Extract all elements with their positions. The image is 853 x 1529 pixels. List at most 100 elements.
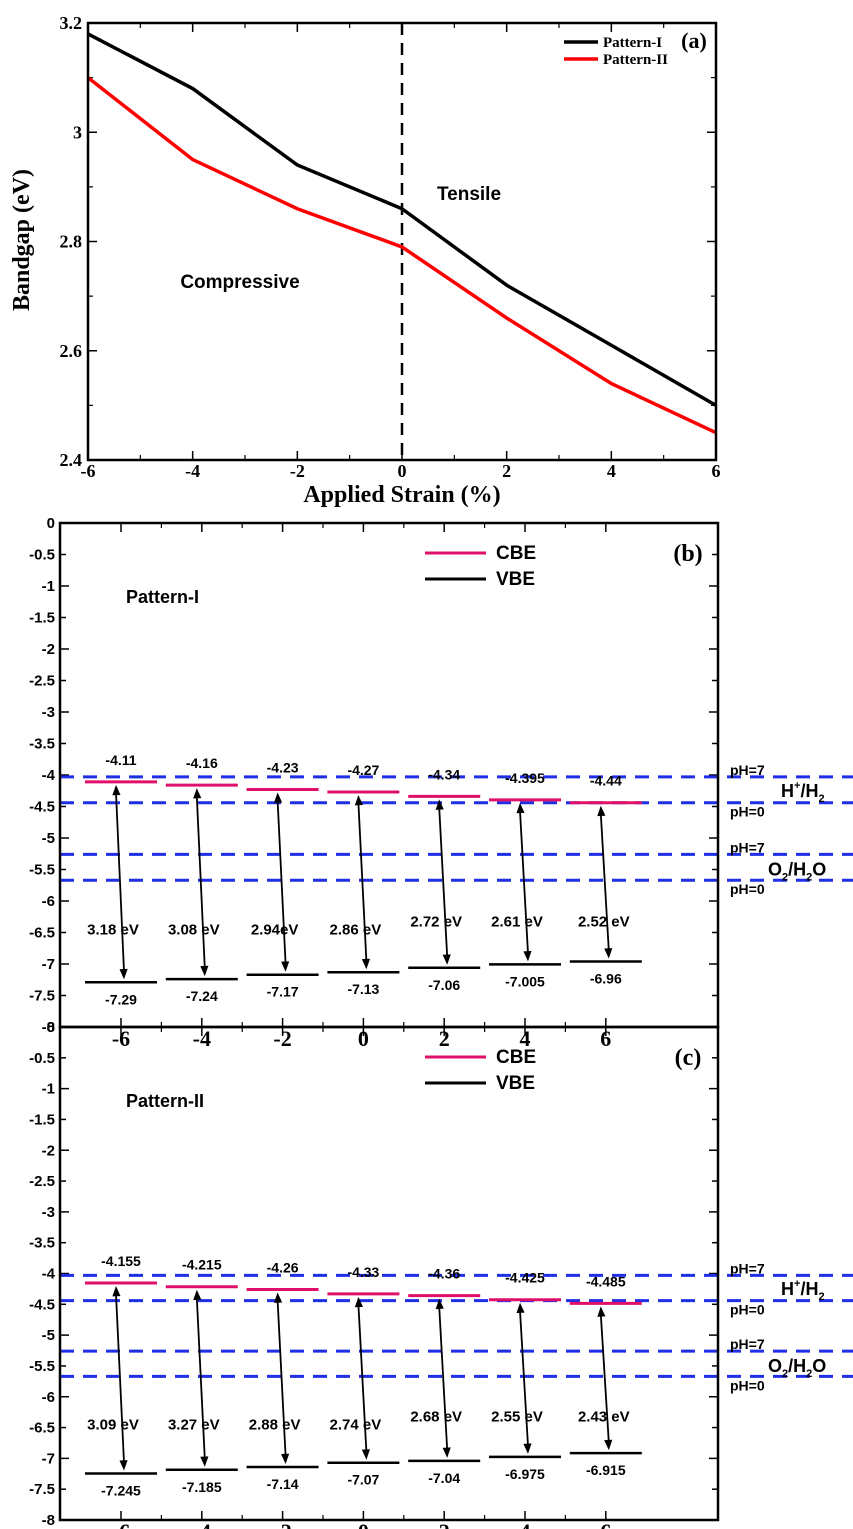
x-tick-label-b: 4 [520,1026,531,1051]
gap-value-label-c: 2.68 eV [410,1409,462,1426]
series-line-pattern-i [87,32,717,407]
vbe-value-label-c: -6.915 [586,1462,626,1478]
gap-arrowhead-b [597,805,606,817]
x-tick-label-a: -2 [290,461,305,481]
legend-label-a: Pattern-II [603,52,668,68]
vbe-value-label-b: -7.06 [428,977,460,993]
vbe-value-label-b: -7.005 [505,973,545,989]
ph-label-c: pH=0 [730,1377,765,1393]
gap-arrowhead-c [435,1298,444,1310]
legend-label-b: VBE [496,569,535,590]
y-tick-label-b: -6 [42,893,55,910]
compressive-label: Compressive [180,272,299,293]
gap-arrow-b [357,802,368,962]
x-tick-label-a: 2 [502,461,511,481]
cbe-value-label-b: -4.395 [505,770,545,786]
gap-arrowhead-b [516,802,525,814]
cbe-value-label-c: -4.155 [101,1253,141,1269]
y-tick-label-a: 2.4 [60,450,83,470]
gap-arrowhead-c [523,1443,532,1454]
x-tick-label-a: -6 [81,461,96,481]
ph-label-b: pH=7 [730,762,765,778]
gap-arrow-b [438,807,449,957]
panel-label-a: (a) [681,28,707,53]
gap-value-label-b: 2.52 eV [578,914,630,931]
x-axis-title-a: Applied Strain (%) [303,482,500,508]
legend-label-b: CBE [496,543,536,564]
gap-arrowhead-b [604,948,613,959]
gap-arrow-b [115,792,125,972]
y-tick-label-c: -4 [42,1266,56,1283]
gap-arrowhead-b [193,788,202,799]
y-tick-label-c: -7.5 [29,1481,55,1498]
x-tick-label-c: -2 [273,1519,291,1529]
cbe-value-label-c: -4.36 [428,1266,460,1282]
gap-value-label-b: 2.61 eV [491,914,543,931]
legend-box-a [560,32,670,74]
gap-arrow-b [519,810,529,954]
cbe-value-label-c: -4.33 [347,1264,379,1280]
gap-arrowhead-c [281,1453,290,1465]
y-tick-label-b: -2 [42,641,55,658]
y-tick-label-b: -7 [42,956,55,973]
gap-arrowhead-c [119,1460,128,1471]
cbe-value-label-b: -4.11 [105,752,136,768]
gap-arrowhead-b [354,795,363,806]
cbe-value-label-c: -4.485 [586,1273,626,1289]
gap-arrowhead-c [604,1439,613,1451]
x-tick-label-c: -6 [112,1519,130,1529]
gap-arrowhead-b [119,968,128,980]
gap-arrowhead-b [523,950,532,962]
gap-arrow-c [519,1310,529,1446]
gap-arrow-b [599,813,610,951]
y-tick-label-c: 0 [47,1019,55,1036]
gap-arrowhead-b [200,965,209,977]
cbe-value-label-b: -4.16 [186,755,218,771]
cbe-value-label-c: -4.425 [505,1270,545,1286]
x-tick-label-b: 0 [358,1026,369,1051]
gap-arrow-b [195,796,206,969]
y-tick-label-b: -1.5 [29,610,55,627]
tensile-label: Tensile [437,184,501,205]
x-tick-label-a: -4 [185,461,200,481]
legend-label-c: CBE [496,1047,536,1068]
cbe-value-label-c: -4.26 [267,1260,299,1276]
o-couple-label-b: O2/H2O [768,859,826,883]
gap-value-label-c: 3.09 eV [87,1417,139,1434]
gap-arrowhead-c [274,1292,283,1303]
gap-arrow-c [115,1294,125,1463]
vbe-value-label-c: -7.07 [347,1472,379,1488]
ph-label-b: pH=0 [730,881,765,897]
gap-value-label-b: 2.94eV [251,922,299,939]
y-tick-label-c: -6.5 [29,1420,55,1437]
h-couple-label-b: H+/H2 [781,780,825,805]
vbe-value-label-b: -7.24 [186,988,218,1004]
y-tick-label-c: -4.5 [29,1296,55,1313]
y-tick-label-b: -0.5 [29,547,55,564]
x-tick-label-b: 2 [439,1026,450,1051]
gap-arrowhead-c [193,1289,202,1301]
gap-arrowhead-b [281,961,290,972]
y-tick-label-c: -1 [42,1081,55,1098]
vbe-value-label-b: -6.96 [590,970,622,986]
h-couple-label-c: H+/H2 [781,1278,825,1303]
o-couple-label-c: O2/H2O [768,1356,826,1380]
gap-value-label-c: 2.55 eV [491,1409,543,1426]
gap-value-label-b: 2.86 eV [330,922,382,939]
cbe-value-label-b: -4.27 [347,762,379,778]
y-tick-label-c: -5 [42,1327,55,1344]
y-tick-label-c: -3.5 [29,1235,55,1252]
legend-label-a: Pattern-I [603,35,662,51]
vbe-value-label-b: -7.17 [267,984,299,1000]
gap-arrowhead-b [112,784,121,796]
x-tick-label-c: -4 [193,1519,211,1529]
x-tick-label-c: 6 [600,1519,611,1529]
x-tick-label-b: -4 [193,1026,211,1051]
x-tick-label-b: -2 [273,1026,291,1051]
x-tick-label-a: 4 [607,461,616,481]
y-tick-label-c: -1.5 [29,1111,55,1128]
pattern-label-b: Pattern-I [126,587,199,607]
gap-arrow-c [195,1297,206,1459]
cbe-value-label-c: -4.215 [182,1257,222,1273]
y-tick-label-b: -1 [42,578,55,595]
